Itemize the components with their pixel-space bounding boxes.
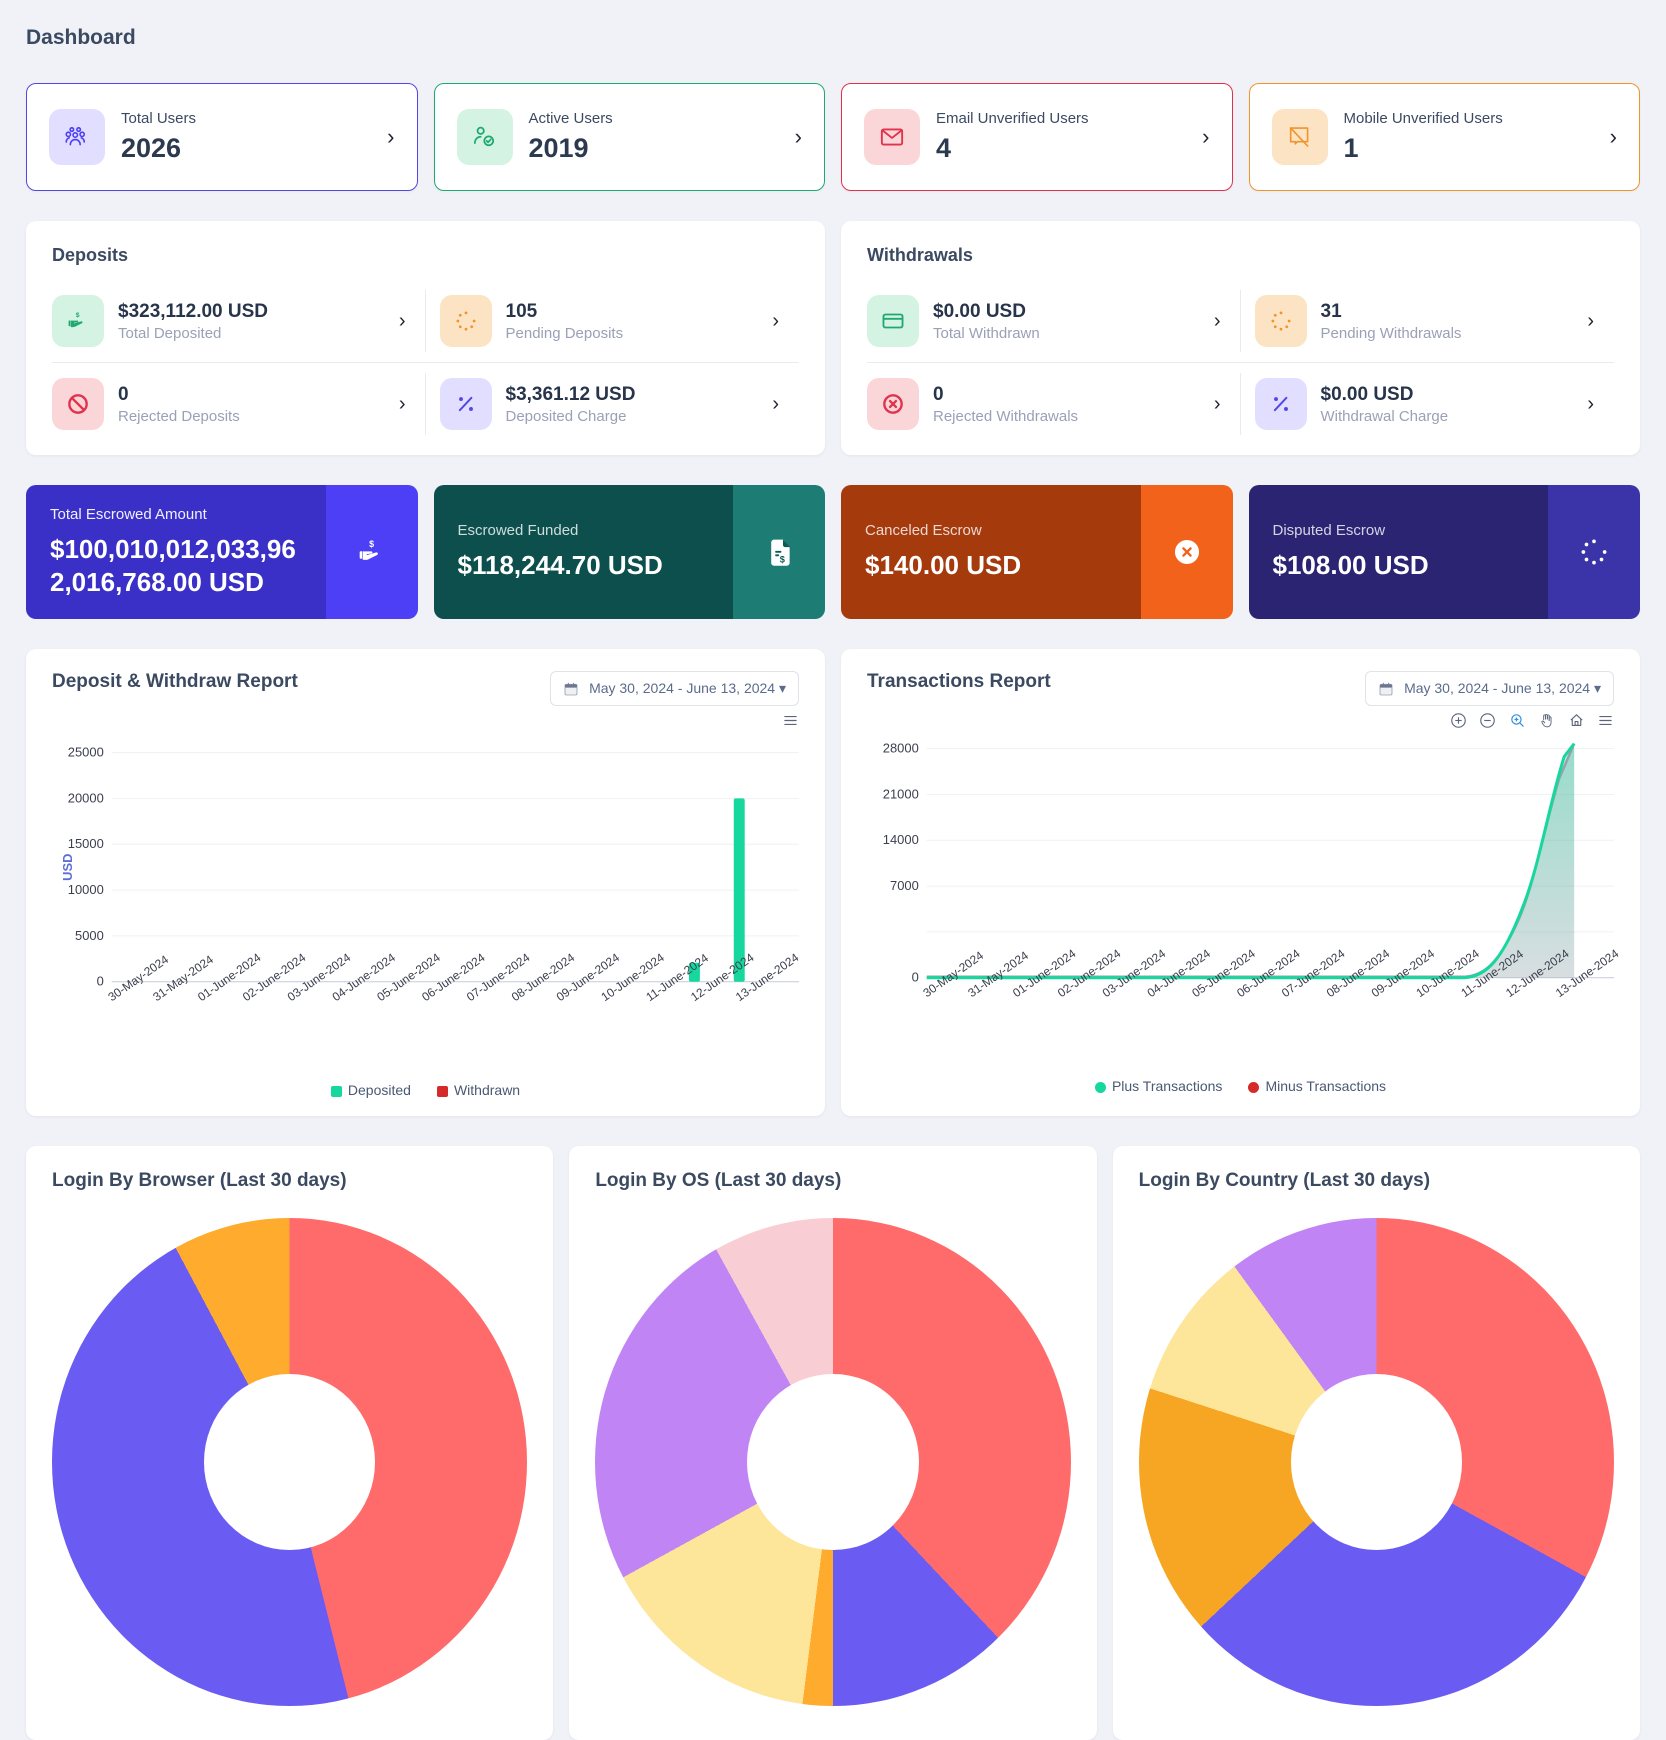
- svg-text:21000: 21000: [883, 786, 919, 801]
- svg-text:15000: 15000: [68, 836, 104, 851]
- svg-text:USD: USD: [60, 853, 75, 880]
- svg-text:25000: 25000: [68, 745, 104, 760]
- svg-text:$: $: [369, 539, 374, 549]
- svg-text:$: $: [76, 312, 80, 319]
- svg-text:0: 0: [912, 970, 919, 985]
- svg-text:$: $: [780, 554, 785, 564]
- svg-text:20000: 20000: [68, 790, 104, 805]
- svg-text:7000: 7000: [890, 878, 919, 893]
- svg-text:10000: 10000: [68, 882, 104, 897]
- svg-text:14000: 14000: [883, 832, 919, 847]
- svg-text:28000: 28000: [883, 741, 919, 756]
- svg-text:0: 0: [97, 974, 104, 989]
- svg-text:5000: 5000: [75, 928, 104, 943]
